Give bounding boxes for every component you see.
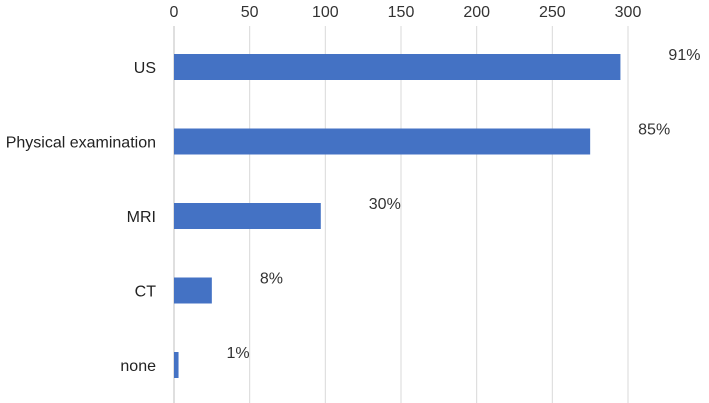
category-label: Physical examination: [6, 135, 156, 152]
x-tick-label: 300: [615, 4, 642, 21]
x-tick-label: 0: [170, 4, 179, 21]
bars: [174, 54, 621, 378]
category-label: none: [120, 358, 156, 375]
data-label: 8%: [260, 271, 283, 288]
bar-4: [174, 352, 179, 378]
category-label: CT: [135, 284, 157, 301]
data-label: 30%: [369, 196, 401, 213]
data-label: 91%: [668, 47, 700, 64]
data-label: 85%: [638, 122, 670, 139]
category-label: US: [134, 60, 156, 77]
bar-1: [174, 128, 591, 155]
bar-0: [174, 54, 621, 80]
data-label: 1%: [227, 345, 250, 362]
gridlines: [249, 26, 629, 403]
x-tick-label: 150: [388, 4, 415, 21]
category-label: MRI: [127, 209, 156, 226]
x-tick-label: 250: [539, 4, 566, 21]
data-labels: 91% 85% 30% 8% 1%: [227, 47, 701, 362]
x-axis-ticks: 0 50 100 150 200 250 300: [170, 4, 642, 21]
bar-3: [174, 277, 212, 304]
bar-2: [174, 203, 321, 229]
x-tick-label: 200: [463, 4, 490, 21]
category-labels: US Physical examination MRI CT none: [6, 60, 157, 375]
x-tick-label: 50: [241, 4, 259, 21]
x-tick-label: 100: [312, 4, 339, 21]
